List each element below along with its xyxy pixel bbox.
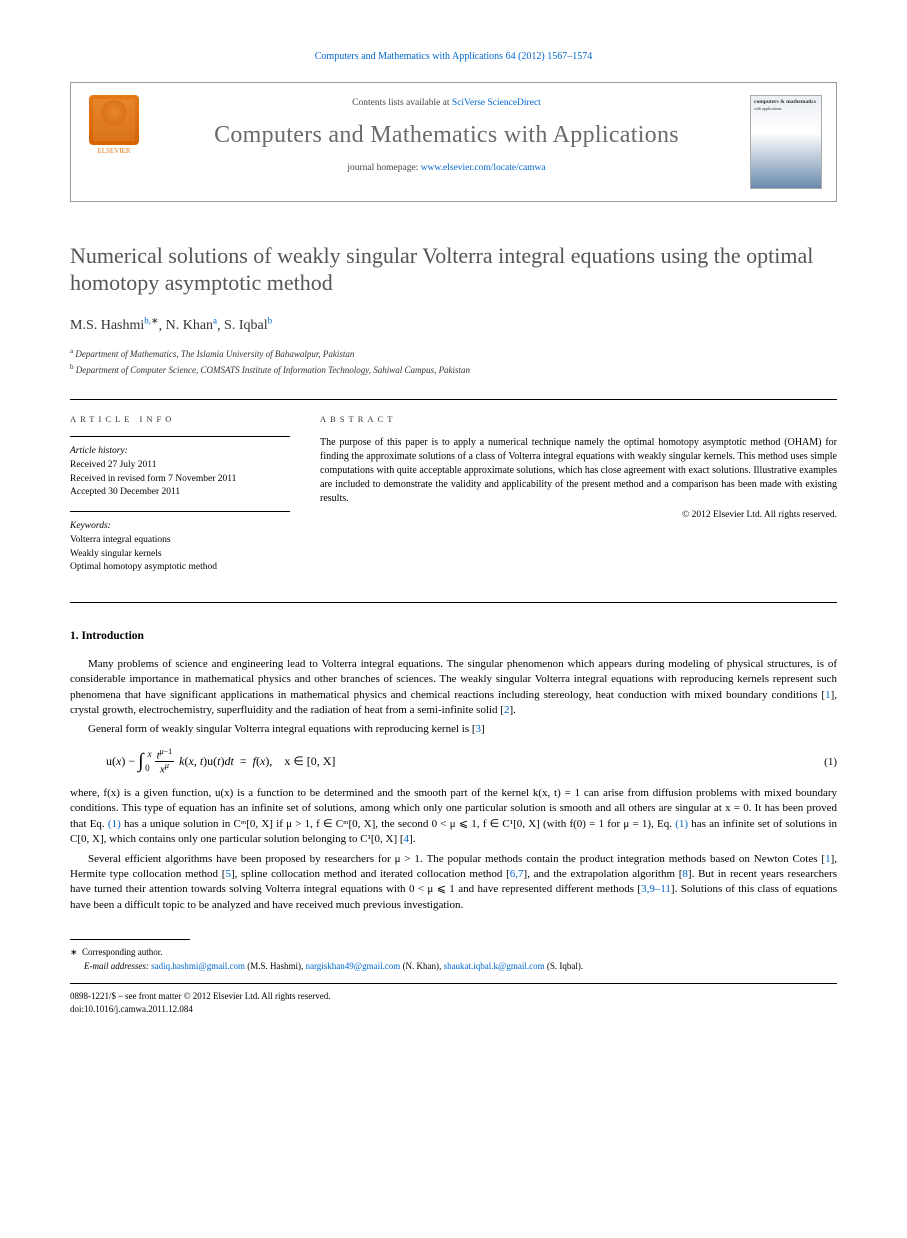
contents-prefix: Contents lists available at: [352, 98, 452, 108]
article-info-column: ARTICLE INFO Article history: Received 2…: [70, 414, 290, 586]
affiliation-b: b Department of Computer Science, COMSAT…: [70, 362, 837, 378]
intro-paragraph-4: Several efficient algorithms have been p…: [70, 852, 837, 914]
intro-paragraph-3: where, f(x) is a given function, u(x) is…: [70, 786, 837, 848]
journal-name: Computers and Mathematics with Applicati…: [157, 119, 736, 151]
info-abstract-row: ARTICLE INFO Article history: Received 2…: [70, 399, 837, 603]
footnote-separator: [70, 939, 190, 940]
equation-1-number: (1): [824, 755, 837, 770]
citation-line: Computers and Mathematics with Applicati…: [70, 50, 837, 64]
eqref-1a[interactable]: (1): [108, 818, 121, 830]
keyword-1: Volterra integral equations: [70, 534, 290, 547]
sciencedirect-link[interactable]: SciVerse ScienceDirect: [452, 98, 541, 108]
accepted-date: Accepted 30 December 2011: [70, 486, 290, 499]
front-matter-line: 0898-1221/$ – see front matter © 2012 El…: [70, 990, 837, 1003]
author-1: M.S. Hashmib,∗: [70, 318, 159, 333]
email-2[interactable]: nargiskhan49@gmail.com: [305, 961, 400, 971]
equation-1-body: u(x) − ∫0x tμ−1xμ k(x, t)u(t)dt = f(x), …: [106, 748, 824, 776]
abstract-column: ABSTRACT The purpose of this paper is to…: [320, 414, 837, 586]
homepage-prefix: journal homepage:: [347, 163, 420, 173]
keyword-2: Weakly singular kernels: [70, 548, 290, 561]
cover-title: computers & mathematics: [754, 99, 818, 105]
email-1[interactable]: sadiq.hashmi@gmail.com: [151, 961, 245, 971]
doi-link[interactable]: 10.1016/j.camwa.2011.12.084: [84, 1004, 193, 1014]
doi-line: doi:10.1016/j.camwa.2011.12.084: [70, 1003, 837, 1016]
email-label: E-mail addresses:: [84, 961, 149, 971]
affiliation-a: a Department of Mathematics, The Islamia…: [70, 346, 837, 362]
journal-homepage: journal homepage: www.elsevier.com/locat…: [157, 162, 736, 175]
ref-6-7[interactable]: 6,7: [510, 868, 524, 880]
authors-line: M.S. Hashmib,∗, N. Khana, S. Iqbalb: [70, 315, 837, 337]
journal-cover-thumbnail: computers & mathematics with application…: [750, 95, 822, 189]
abstract-text: The purpose of this paper is to apply a …: [320, 436, 837, 506]
article-info-label: ARTICLE INFO: [70, 414, 290, 426]
elsevier-logo: ELSEVIER: [85, 95, 143, 156]
equation-1: u(x) − ∫0x tμ−1xμ k(x, t)u(t)dt = f(x), …: [106, 748, 837, 776]
journal-header: ELSEVIER Contents lists available at Sci…: [70, 82, 837, 202]
email-3[interactable]: shaukat.iqbal.k@gmail.com: [444, 961, 545, 971]
article-history: Article history: Received 27 July 2011 R…: [70, 436, 290, 499]
ref-3-9-11[interactable]: 3,9–11: [641, 883, 671, 895]
footnotes: ∗ Corresponding author. E-mail addresses…: [70, 946, 837, 973]
asterisk-icon: ∗: [70, 947, 78, 957]
author-2: N. Khana: [166, 318, 217, 333]
cover-subtitle: with applications: [754, 106, 818, 111]
keyword-3: Optimal homotopy asymptotic method: [70, 561, 290, 574]
intro-paragraph-2: General form of weakly singular Volterra…: [70, 722, 837, 737]
abstract-label: ABSTRACT: [320, 414, 837, 426]
section-1-heading: 1. Introduction: [70, 629, 837, 645]
homepage-link[interactable]: www.elsevier.com/locate/camwa: [421, 163, 546, 173]
contents-available: Contents lists available at SciVerse Sci…: [157, 97, 736, 110]
doi-label: doi:: [70, 1004, 84, 1014]
article-title: Numerical solutions of weakly singular V…: [70, 242, 837, 297]
intro-paragraph-1: Many problems of science and engineering…: [70, 657, 837, 719]
revised-date: Received in revised form 7 November 2011: [70, 473, 290, 486]
corresponding-author-note: ∗ Corresponding author.: [70, 946, 837, 960]
elsevier-tree-icon: [89, 95, 139, 145]
abstract-copyright: © 2012 Elsevier Ltd. All rights reserved…: [320, 509, 837, 522]
eqref-1b[interactable]: (1): [675, 818, 688, 830]
bottom-rule: [70, 983, 837, 984]
header-center: Contents lists available at SciVerse Sci…: [157, 95, 736, 175]
publisher-name: ELSEVIER: [97, 147, 130, 156]
email-addresses-line: E-mail addresses: sadiq.hashmi@gmail.com…: [70, 960, 837, 974]
keywords-block: Keywords: Volterra integral equations We…: [70, 511, 290, 574]
author-3: S. Iqbalb: [224, 318, 272, 333]
history-label: Article history:: [70, 445, 290, 458]
keywords-label: Keywords:: [70, 520, 290, 533]
affiliations: a Department of Mathematics, The Islamia…: [70, 346, 837, 377]
bottom-meta: 0898-1221/$ – see front matter © 2012 El…: [70, 990, 837, 1015]
received-date: Received 27 July 2011: [70, 459, 290, 472]
